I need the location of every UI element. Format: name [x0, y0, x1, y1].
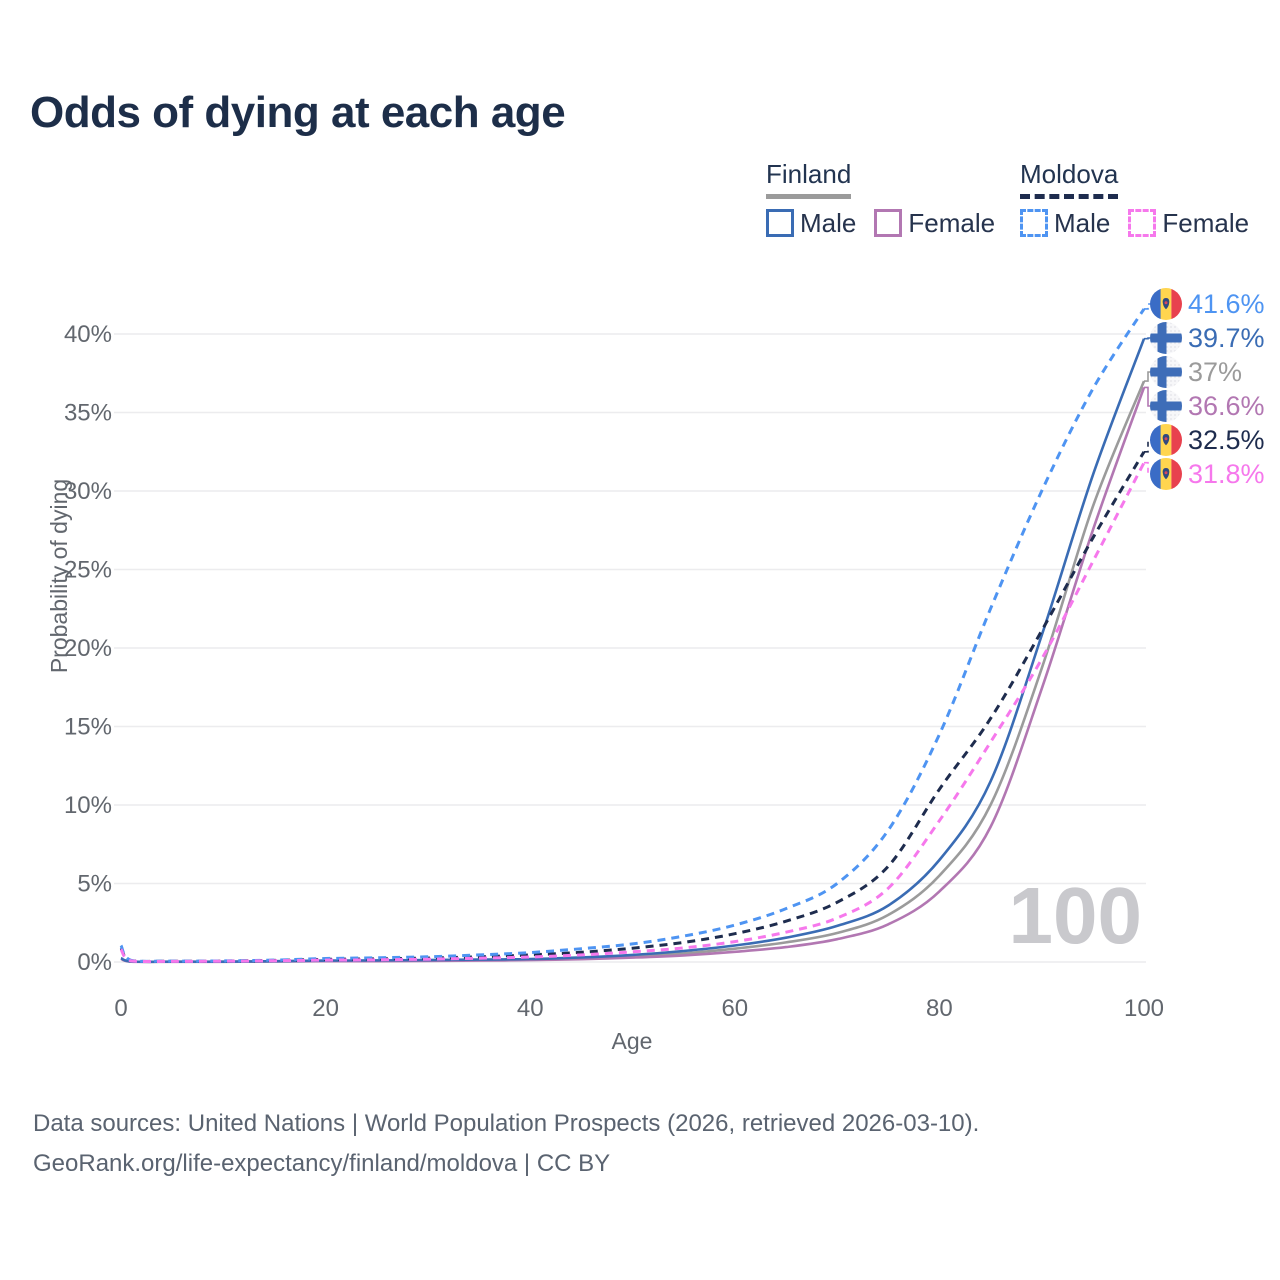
legend-group-moldova: Moldova Male Female — [1020, 160, 1249, 237]
end-value-label-finland-male: 39.7% — [1188, 323, 1265, 353]
y-tick-label: 0% — [77, 949, 112, 976]
x-tick-label: 40 — [517, 995, 544, 1022]
legend-header-finland: Finland — [766, 160, 852, 199]
y-tick-label: 25% — [64, 557, 112, 584]
attribution-text: GeoRank.org/life-expectancy/finland/mold… — [33, 1150, 611, 1177]
x-tick-label: 20 — [312, 995, 339, 1022]
legend-header-moldova: Moldova — [1020, 160, 1119, 199]
x-tick-label: 100 — [1124, 995, 1164, 1022]
series-line-finland-female — [120, 386, 1146, 964]
y-tick-label: 15% — [64, 714, 112, 741]
legend-item-label: Female — [908, 207, 996, 238]
y-tick-label: 10% — [64, 792, 112, 819]
x-axis-title: Age — [611, 1028, 653, 1054]
end-value-label-moldova-female: 31.8% — [1188, 459, 1265, 489]
y-tick-label: 30% — [64, 478, 112, 505]
end-value-label-moldova-male: 41.6% — [1188, 289, 1265, 319]
moldova-male-swatch-icon — [1020, 208, 1048, 237]
x-tick-label: 60 — [721, 995, 748, 1022]
legend-item-moldova-male[interactable]: Male — [1020, 207, 1111, 238]
finland-flag-icon — [1150, 390, 1182, 422]
moldova-flag-icon — [1150, 288, 1182, 320]
series-line-moldova — [119, 451, 1146, 963]
legend-item-moldova-female[interactable]: Female — [1128, 207, 1250, 238]
legend-item-finland-female[interactable]: Female — [874, 207, 996, 238]
x-tick-label: 80 — [926, 995, 953, 1022]
end-value-label-finland: 37% — [1188, 357, 1242, 387]
legend-group-finland: Finland Male Female — [766, 160, 995, 237]
series-line-finland — [120, 380, 1146, 964]
leader-line — [1144, 439, 1152, 453]
legend-item-finland-male[interactable]: Male — [766, 207, 857, 238]
legend-item-label: Male — [800, 207, 857, 238]
series-line-moldova-female — [119, 462, 1146, 964]
leader-line — [1144, 461, 1152, 475]
finland-flag-icon — [1150, 322, 1182, 354]
x-tick-label: 0 — [114, 995, 127, 1022]
y-tick-label: 5% — [77, 871, 112, 898]
data-source-text: Data sources: United Nations | World Pop… — [33, 1110, 980, 1137]
moldova-flag-icon — [1150, 458, 1182, 490]
legend-items-finland: Male Female — [766, 207, 996, 238]
finland-male-swatch-icon — [766, 208, 794, 237]
y-tick-label: 35% — [64, 400, 112, 427]
age-counter-watermark: 100 — [1009, 871, 1142, 960]
legend-items-moldova: Male Female — [1020, 207, 1250, 238]
end-value-label-finland-female: 36.6% — [1188, 391, 1265, 421]
legend-item-label: Female — [1162, 207, 1250, 238]
y-tick-label: 20% — [64, 635, 112, 662]
finland-female-swatch-icon — [874, 208, 903, 237]
moldova-flag-icon — [1150, 424, 1182, 456]
legend-item-label: Male — [1054, 207, 1111, 238]
moldova-female-swatch-icon — [1128, 208, 1157, 237]
page-title: Odds of dying at each age — [30, 88, 566, 137]
series-line-finland-male — [120, 338, 1146, 964]
finland-flag-icon — [1150, 356, 1182, 388]
series-line-moldova-male — [119, 308, 1146, 963]
y-tick-label: 40% — [64, 321, 112, 348]
end-value-label-moldova: 32.5% — [1188, 425, 1265, 455]
